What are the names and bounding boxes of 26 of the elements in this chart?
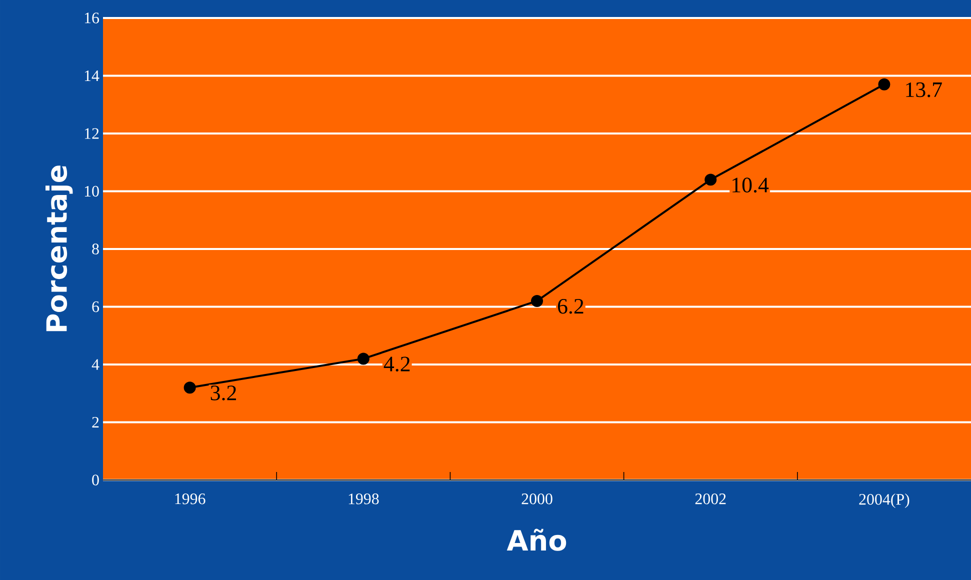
data-label: 13.7 (906, 82, 942, 98)
data-label: 3.2 (210, 386, 236, 400)
x-tick-label: 2002 (695, 494, 726, 504)
x-tick-label: 1996 (175, 494, 206, 504)
y-tick-label: 8 (92, 244, 99, 254)
data-label: 4.2 (384, 356, 410, 372)
x-tick-label: 2004(P) (859, 494, 910, 508)
y-tick-label: 12 (84, 128, 99, 139)
y-axis-title: Porcentaje (46, 166, 73, 332)
y-tick-label: 14 (84, 70, 100, 81)
y-tick-label: 4 (92, 359, 100, 370)
point (357, 352, 370, 365)
point (704, 174, 717, 186)
x-tick-label: 1998 (348, 494, 379, 504)
x-tick-label: 2000 (522, 494, 552, 504)
point (531, 294, 544, 307)
point (184, 382, 196, 394)
x-axis-title: Año (506, 528, 566, 551)
data-label: 6.2 (558, 298, 584, 314)
point (878, 78, 890, 90)
y-tick-label: 2 (92, 416, 99, 428)
y-tick-label: 10 (84, 186, 99, 197)
y-tick-label: 0 (92, 474, 99, 486)
data-label: 10.4 (732, 178, 769, 193)
y-tick-label: 16 (84, 12, 100, 24)
y-tick-label: 6 (92, 301, 100, 312)
